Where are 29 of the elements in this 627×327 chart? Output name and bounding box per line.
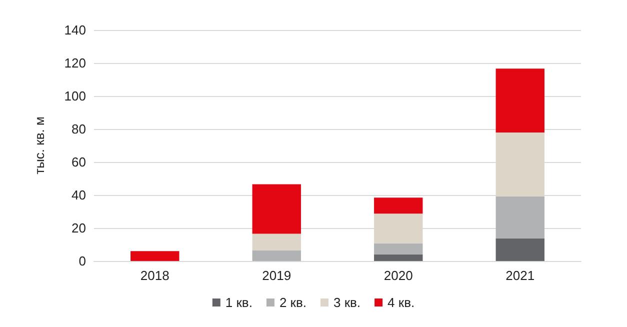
y-tick-label: 0	[78, 254, 86, 268]
y-tick-label: 120	[64, 56, 86, 70]
bar	[496, 132, 544, 196]
legend-label: 3 кв.	[334, 295, 361, 310]
legend-label: 2 кв.	[279, 295, 307, 310]
x-tick-label: 2021	[506, 268, 535, 283]
bar	[252, 234, 301, 250]
y-tick-label: 100	[64, 88, 86, 104]
x-tick-label: 2020	[384, 268, 413, 283]
y-tick-label: 80	[72, 122, 86, 136]
legend-label: 4 кв.	[388, 295, 415, 310]
bar	[496, 196, 544, 238]
bar	[252, 184, 301, 234]
y-tick-label: 40	[72, 188, 86, 202]
bar	[374, 254, 423, 261]
bar	[496, 68, 544, 132]
bar	[374, 243, 423, 254]
y-axis-title: тыс. кв. м	[32, 116, 47, 174]
legend-label: 1 кв.	[225, 295, 252, 310]
y-tick-label: 140	[64, 22, 86, 38]
x-tick-label: 2019	[262, 268, 292, 283]
bar	[496, 238, 544, 261]
bar	[374, 198, 423, 214]
y-tick-label: 20	[72, 220, 86, 236]
bar	[252, 250, 301, 261]
x-tick-label: 2018	[140, 268, 170, 283]
y-tick-label: 60	[72, 154, 86, 170]
bar	[374, 214, 423, 244]
bar	[130, 251, 180, 261]
